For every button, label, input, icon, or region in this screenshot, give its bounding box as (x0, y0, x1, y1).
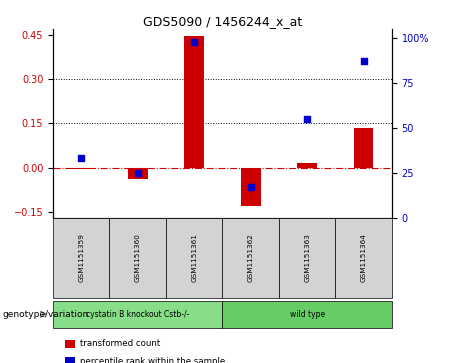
Text: GSM1151362: GSM1151362 (248, 233, 254, 282)
Text: GSM1151360: GSM1151360 (135, 233, 141, 282)
Point (134, 170, 142, 176)
Text: GSM1151364: GSM1151364 (361, 233, 366, 282)
Text: genotype/variation: genotype/variation (2, 310, 89, 319)
Text: GSM1151363: GSM1151363 (304, 233, 310, 282)
Point (303, 116, 311, 122)
Bar (354, 128, 373, 168)
Bar (71, 168, 91, 169)
Text: percentile rank within the sample: percentile rank within the sample (80, 357, 225, 363)
Text: GSM1151361: GSM1151361 (191, 233, 197, 282)
Point (360, 58, 367, 64)
Text: wild type: wild type (290, 310, 325, 319)
Bar (184, 36, 204, 168)
Point (77, 156, 85, 162)
Text: GSM1151359: GSM1151359 (78, 233, 84, 282)
Point (190, 39, 198, 45)
Bar (241, 168, 260, 206)
Title: GDS5090 / 1456244_x_at: GDS5090 / 1456244_x_at (143, 15, 302, 28)
Text: transformed count: transformed count (80, 339, 160, 348)
Bar (297, 163, 317, 168)
Point (247, 184, 254, 190)
Text: cystatin B knockout Cstb-/-: cystatin B knockout Cstb-/- (86, 310, 189, 319)
Bar (128, 168, 148, 179)
